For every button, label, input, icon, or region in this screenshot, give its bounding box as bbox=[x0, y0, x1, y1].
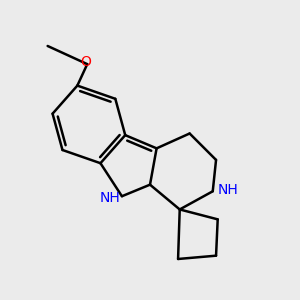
Text: NH: NH bbox=[100, 191, 121, 205]
Text: O: O bbox=[80, 56, 91, 70]
Text: NH: NH bbox=[217, 183, 238, 196]
